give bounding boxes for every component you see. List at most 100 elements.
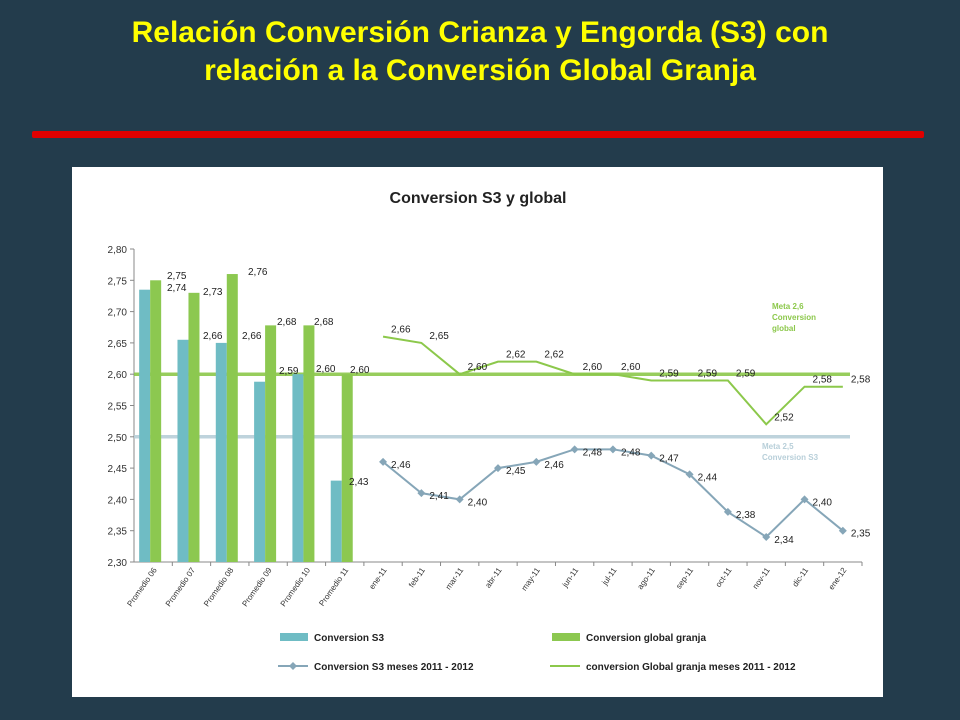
bar xyxy=(265,325,277,562)
series-line xyxy=(382,448,844,539)
x-tick-label: Promedio 10 xyxy=(279,566,313,609)
series-line xyxy=(382,335,843,426)
bar-data-label: 2,66 xyxy=(242,331,262,342)
series-marker xyxy=(417,489,426,498)
bar-data-label: 2,66 xyxy=(203,331,223,342)
bar-data-label: 2,74 xyxy=(167,283,187,294)
slide-title-line-2: relación a la Conversión Global Granja xyxy=(204,54,756,87)
bar-data-label: 2,68 xyxy=(277,317,297,328)
slide-title-line-1: Relación Conversión Crianza y Engorda (S… xyxy=(131,16,829,49)
x-tick-label: Promedio 09 xyxy=(240,566,274,609)
line-data-label: 2,44 xyxy=(698,472,718,483)
series-marker xyxy=(379,457,388,466)
line-data-label: 2,52 xyxy=(774,412,794,423)
bar xyxy=(226,274,238,562)
legend-marker xyxy=(289,662,297,670)
bar-data-label: 2,43 xyxy=(349,477,369,488)
legend-swatch xyxy=(280,633,308,641)
reference-line-label: Meta 2,5 xyxy=(762,442,794,451)
legend-label: Conversion S3 meses 2011 - 2012 xyxy=(314,662,474,673)
bar-data-label: 2,60 xyxy=(350,365,370,376)
y-tick-label: 2,35 xyxy=(108,527,128,538)
chart-panel: Conversion S3 y global 2,30 2,35 2,40 2,45 2… xyxy=(72,167,883,697)
bar xyxy=(150,280,162,562)
line-data-label: 2,65 xyxy=(429,331,449,342)
series-marker xyxy=(647,451,656,460)
bar-data-label: 2,76 xyxy=(248,267,268,278)
series-marker xyxy=(685,470,694,479)
line-data-label: 2,58 xyxy=(813,375,833,386)
line-data-label: 2,46 xyxy=(391,460,411,471)
bar xyxy=(341,374,353,562)
x-tick-label: mar-11 xyxy=(444,566,466,592)
legend-label: Conversion S3 xyxy=(314,633,384,644)
reference-line-label: global xyxy=(772,324,796,333)
line-data-label: 2,60 xyxy=(621,362,641,373)
legend-label: Conversion global granja xyxy=(586,633,706,644)
line-data-label: 2,59 xyxy=(659,368,679,379)
line-data-label: 2,47 xyxy=(659,454,679,465)
series-marker xyxy=(570,445,579,454)
bar-data-label: 2,60 xyxy=(316,364,336,375)
bar-data-label: 2,59 xyxy=(279,366,299,377)
chart: Conversion S3 y global 2,30 2,35 2,40 2,45 2… xyxy=(108,190,871,673)
line-data-label: 2,38 xyxy=(736,510,756,521)
y-tick-label: 2,50 xyxy=(108,433,128,444)
line-data-label: 2,48 xyxy=(621,447,641,458)
y-tick-label: 2,60 xyxy=(108,370,128,381)
legend-label: conversion Global granja meses 2011 - 20… xyxy=(586,662,796,673)
x-tick-label: sep-11 xyxy=(674,566,695,591)
title-divider xyxy=(32,131,924,138)
bar xyxy=(139,289,151,562)
bar xyxy=(254,381,266,562)
line-data-label: 2,58 xyxy=(851,375,871,386)
line-data-label: 2,48 xyxy=(583,447,603,458)
y-tick-label: 2,40 xyxy=(108,495,128,506)
reference-line-label: Conversion S3 xyxy=(762,453,819,462)
series-marker xyxy=(608,445,617,454)
x-tick-label: ago-11 xyxy=(636,566,658,592)
bar-data-label: 2,73 xyxy=(203,287,223,298)
line-data-label: 2,59 xyxy=(698,368,718,379)
bar xyxy=(330,480,342,562)
slide-title: Relación Conversión Crianza y Engorda (S… xyxy=(0,14,960,90)
series-marker xyxy=(800,495,809,504)
x-tick-label: ene-12 xyxy=(827,566,849,592)
x-tick-label: dic-11 xyxy=(791,566,811,589)
reference-line-label: Meta 2,6 xyxy=(772,302,804,311)
line-data-label: 2,60 xyxy=(468,362,488,373)
bar xyxy=(292,374,304,562)
line-data-label: 2,40 xyxy=(468,497,488,508)
line-data-label: 2,66 xyxy=(391,325,411,336)
x-tick-label: feb-11 xyxy=(407,566,427,590)
series-marker xyxy=(723,507,732,516)
y-tick-label: 2,80 xyxy=(108,245,128,256)
line-data-label: 2,35 xyxy=(851,529,871,540)
line-data-label: 2,62 xyxy=(506,350,526,361)
y-tick-label: 2,55 xyxy=(108,402,128,413)
series-marker xyxy=(494,464,502,473)
bar xyxy=(177,339,189,562)
y-tick-label: 2,30 xyxy=(108,558,128,569)
bar xyxy=(215,342,227,562)
line-data-label: 2,46 xyxy=(544,460,564,471)
bar-data-label: 2,75 xyxy=(167,271,187,282)
line-data-label: 2,41 xyxy=(429,491,449,502)
y-tick-label: 2,70 xyxy=(108,308,128,319)
line-data-label: 2,60 xyxy=(583,362,603,373)
series-marker xyxy=(532,457,541,466)
x-tick-label: oct-11 xyxy=(714,566,734,589)
x-tick-label: abr-11 xyxy=(483,566,504,590)
line-data-label: 2,59 xyxy=(736,368,756,379)
x-tick-label: may-11 xyxy=(520,566,543,593)
x-tick-label: Promedio 11 xyxy=(317,566,350,608)
line-data-label: 2,40 xyxy=(813,497,833,508)
bar xyxy=(303,325,315,562)
x-tick-label: jul-11 xyxy=(600,566,619,588)
series-marker xyxy=(838,526,847,535)
x-tick-label: Promedio 06 xyxy=(125,566,159,609)
x-tick-label: nov-11 xyxy=(751,566,772,591)
series-marker xyxy=(455,495,464,504)
x-tick-label: jun-11 xyxy=(560,566,581,590)
line-data-label: 2,62 xyxy=(544,350,564,361)
